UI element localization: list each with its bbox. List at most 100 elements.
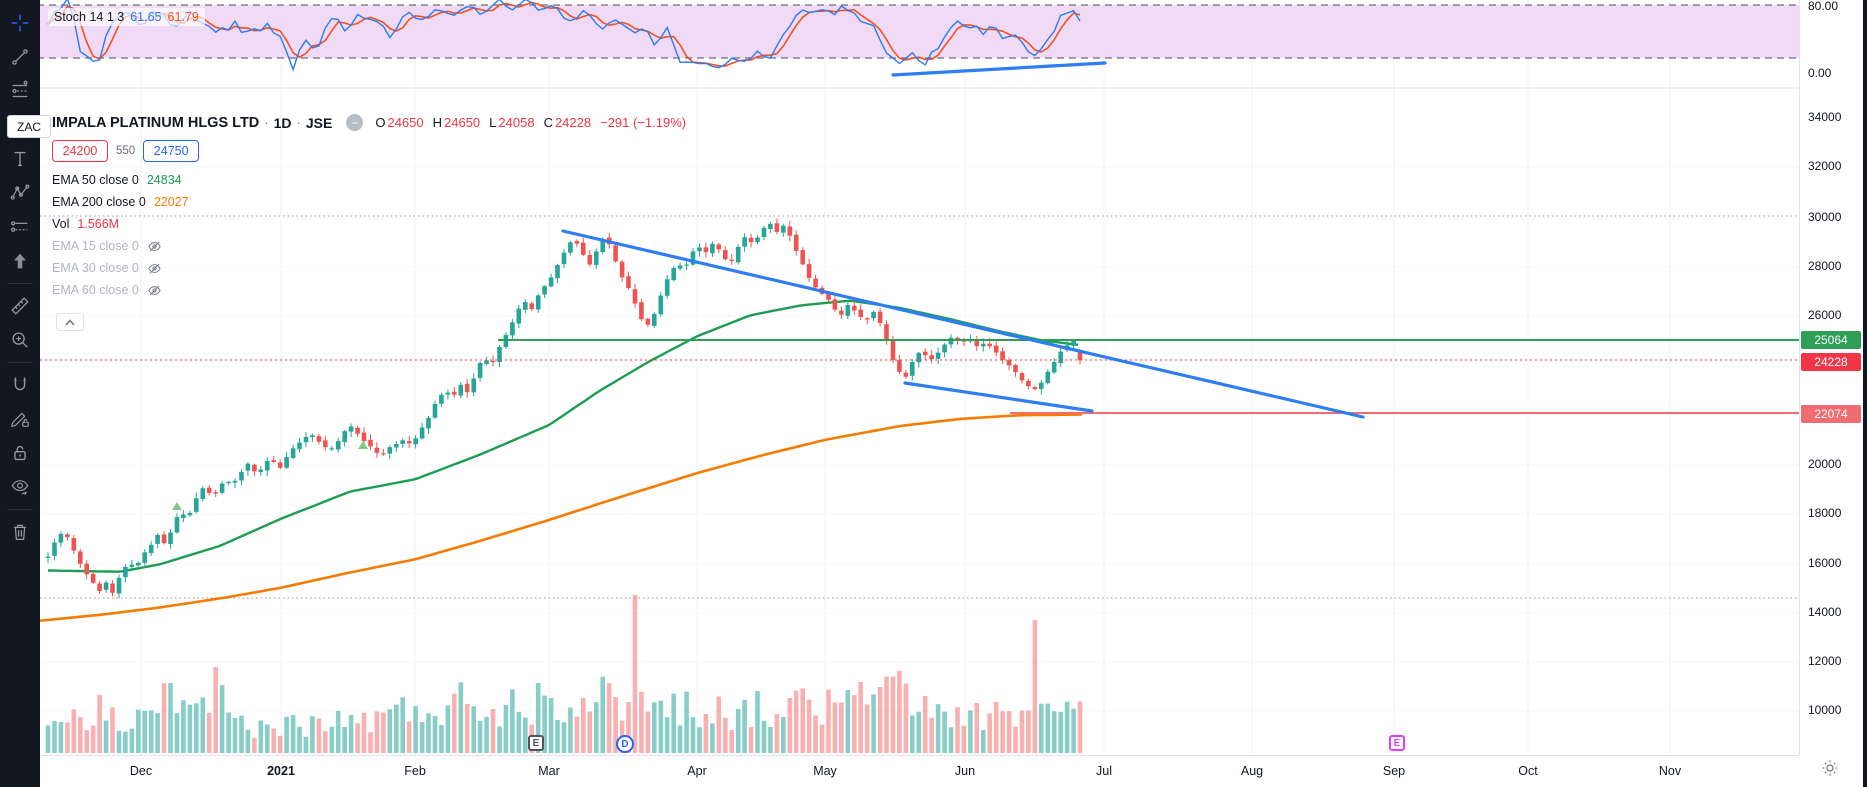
legend-value: 22027 xyxy=(153,195,189,209)
eye-off-icon[interactable] xyxy=(147,261,162,276)
stoch-band xyxy=(37,5,1799,58)
text-tool-icon[interactable] xyxy=(5,144,35,174)
ema50-line xyxy=(47,299,1079,573)
fib-retracement-tool-icon[interactable] xyxy=(5,76,35,106)
buy-marker-icon xyxy=(358,441,368,449)
earnings-badge[interactable]: E xyxy=(528,735,544,751)
time-axis-label-mar[interactable]: Mar xyxy=(538,764,560,778)
eye-off-icon[interactable] xyxy=(147,283,162,298)
price-axis-label: 12000 xyxy=(1808,654,1842,668)
stoch-k-line xyxy=(47,0,1081,72)
legend-value: 24834 xyxy=(146,173,182,187)
exchange-label[interactable]: JSE xyxy=(305,114,333,131)
time-axis-label-sep[interactable]: Sep xyxy=(1382,764,1406,778)
price-axis-label: 30000 xyxy=(1808,210,1842,224)
eye-off-icon[interactable] xyxy=(147,239,162,254)
indicator-legend-list: EMA 50 close 0 24834 EMA 200 close 0 22027 V… xyxy=(52,169,189,301)
trendline-drawing-2[interactable] xyxy=(903,381,1094,413)
change-value: −291 (−1.19%) xyxy=(600,115,687,130)
trendline-drawing-1[interactable] xyxy=(561,229,1365,419)
price-axis-label: 26000 xyxy=(1808,308,1842,322)
collapse-legend-button[interactable] xyxy=(56,313,84,331)
legend-row-vol[interactable]: Vol 1.566M xyxy=(52,213,189,235)
time-axis-label-jul[interactable]: Jul xyxy=(1096,764,1112,778)
price-axis[interactable]: 80.00 0.00 34000 32000 30000 28000 26000 20000 1… xyxy=(1799,0,1864,755)
price-axis-label: 18000 xyxy=(1808,506,1842,520)
stoch-d-value: 61.79 xyxy=(167,10,199,24)
legend-row-ema-30-close-0[interactable]: EMA 30 close 0 xyxy=(52,257,189,279)
time-axis-label-jun[interactable]: Jun xyxy=(954,764,976,778)
high-value: 24650 xyxy=(444,115,481,130)
legend-label: Vol xyxy=(52,217,70,231)
legend-label: EMA 60 close 0 xyxy=(52,283,139,297)
stoch-axis-label: 0.00 xyxy=(1808,66,1832,80)
open-value: 24650 xyxy=(387,115,424,130)
ruler-tool-icon[interactable] xyxy=(5,291,35,321)
time-axis-label-aug[interactable]: Aug xyxy=(1240,764,1264,778)
price-tag-25064: 25064 xyxy=(1801,331,1861,349)
trend-line-tool-icon[interactable] xyxy=(5,42,35,72)
interval-label[interactable]: 1D xyxy=(273,114,292,131)
crosshair-tool-icon[interactable] xyxy=(5,8,35,38)
arrow-up-tool-icon[interactable] xyxy=(5,246,35,276)
time-axis-label-dec[interactable]: Dec xyxy=(129,764,153,778)
dividend-badge[interactable]: D xyxy=(616,735,634,753)
title-separator: · xyxy=(296,115,301,130)
hide-drawings-tool-icon[interactable] xyxy=(5,472,35,502)
legend-row-ema-50-close-0[interactable]: EMA 50 close 0 24834 xyxy=(52,169,189,191)
earnings-badge[interactable]: E xyxy=(1389,735,1405,751)
hide-indicator-icon[interactable]: − xyxy=(346,114,364,131)
price-axis-label: 28000 xyxy=(1808,259,1842,273)
time-axis[interactable]: Dec 2021 Feb Mar Apr May Jun Jul Aug Sep Oct Nov xyxy=(40,755,1799,787)
brightness-icon[interactable] xyxy=(1822,760,1838,781)
legend-row-ema-60-close-0[interactable]: EMA 60 close 0 xyxy=(52,279,189,301)
volume-bars xyxy=(45,595,1083,753)
price-axis-label: 34000 xyxy=(1808,110,1842,124)
close-value: 24228 xyxy=(554,115,592,130)
time-axis-label-apr[interactable]: Apr xyxy=(687,764,707,778)
xabcd-pattern-tool-icon[interactable] xyxy=(5,178,35,208)
trash-tool-icon[interactable] xyxy=(5,517,35,547)
magnet-tool-icon[interactable] xyxy=(5,370,35,400)
legend-row-ema-200-close-0[interactable]: EMA 200 close 0 22027 xyxy=(52,191,189,213)
stoch-params: 14 1 3 xyxy=(89,10,125,24)
pencil-lock-tool-icon[interactable] xyxy=(5,404,35,434)
symbol-title[interactable]: IMPALA PLATINUM HLGS LTD xyxy=(52,114,260,131)
legend-label: EMA 15 close 0 xyxy=(52,239,139,253)
price-tag-22074: 22074 xyxy=(1801,405,1861,423)
toolbar-divider xyxy=(7,283,33,284)
ohlc-values: O 24650 H 24650 L 24058 C 24228 −291 (−1.19%… xyxy=(375,115,687,130)
stoch-trendline-drawing[interactable] xyxy=(891,61,1107,77)
forecast-tool-icon[interactable] xyxy=(5,212,35,242)
legend-label: EMA 50 close 0 xyxy=(52,173,139,187)
lock-all-tool-icon[interactable] xyxy=(5,438,35,468)
price-axis-label: 32000 xyxy=(1808,159,1842,173)
price-axis-label: 16000 xyxy=(1808,556,1842,570)
toolbar-divider xyxy=(7,509,33,510)
currency-button[interactable]: ZAC xyxy=(7,115,51,138)
stoch-indicator-legend[interactable]: Stoch 14 1 3 61.65 61.79 xyxy=(48,8,205,26)
price-axis-label: 14000 xyxy=(1808,605,1842,619)
time-axis-label-nov[interactable]: Nov xyxy=(1658,764,1682,778)
time-axis-label-2021[interactable]: 2021 xyxy=(267,764,295,778)
price-axis-label: 10000 xyxy=(1808,703,1842,717)
legend-label: EMA 200 close 0 xyxy=(52,195,146,209)
buy-button[interactable]: 24750 xyxy=(143,140,200,162)
chevron-up-icon xyxy=(65,318,75,326)
time-axis-label-oct[interactable]: Oct xyxy=(1518,764,1538,778)
time-axis-label-feb[interactable]: Feb xyxy=(404,764,426,778)
time-axis-label-may[interactable]: May xyxy=(813,764,837,778)
price-axis-label: 20000 xyxy=(1808,457,1842,471)
legend-row-ema-15-close-0[interactable]: EMA 15 close 0 xyxy=(52,235,189,257)
candlesticks xyxy=(45,218,1083,599)
sell-button[interactable]: 24200 xyxy=(52,140,108,162)
toolbar-divider xyxy=(7,362,33,363)
zoom-in-tool-icon[interactable] xyxy=(5,325,35,355)
legend-value: 1.566M xyxy=(77,217,120,231)
stoch-name: Stoch xyxy=(54,10,86,24)
stoch-d-line xyxy=(47,1,1081,67)
low-value: 24058 xyxy=(498,115,535,130)
